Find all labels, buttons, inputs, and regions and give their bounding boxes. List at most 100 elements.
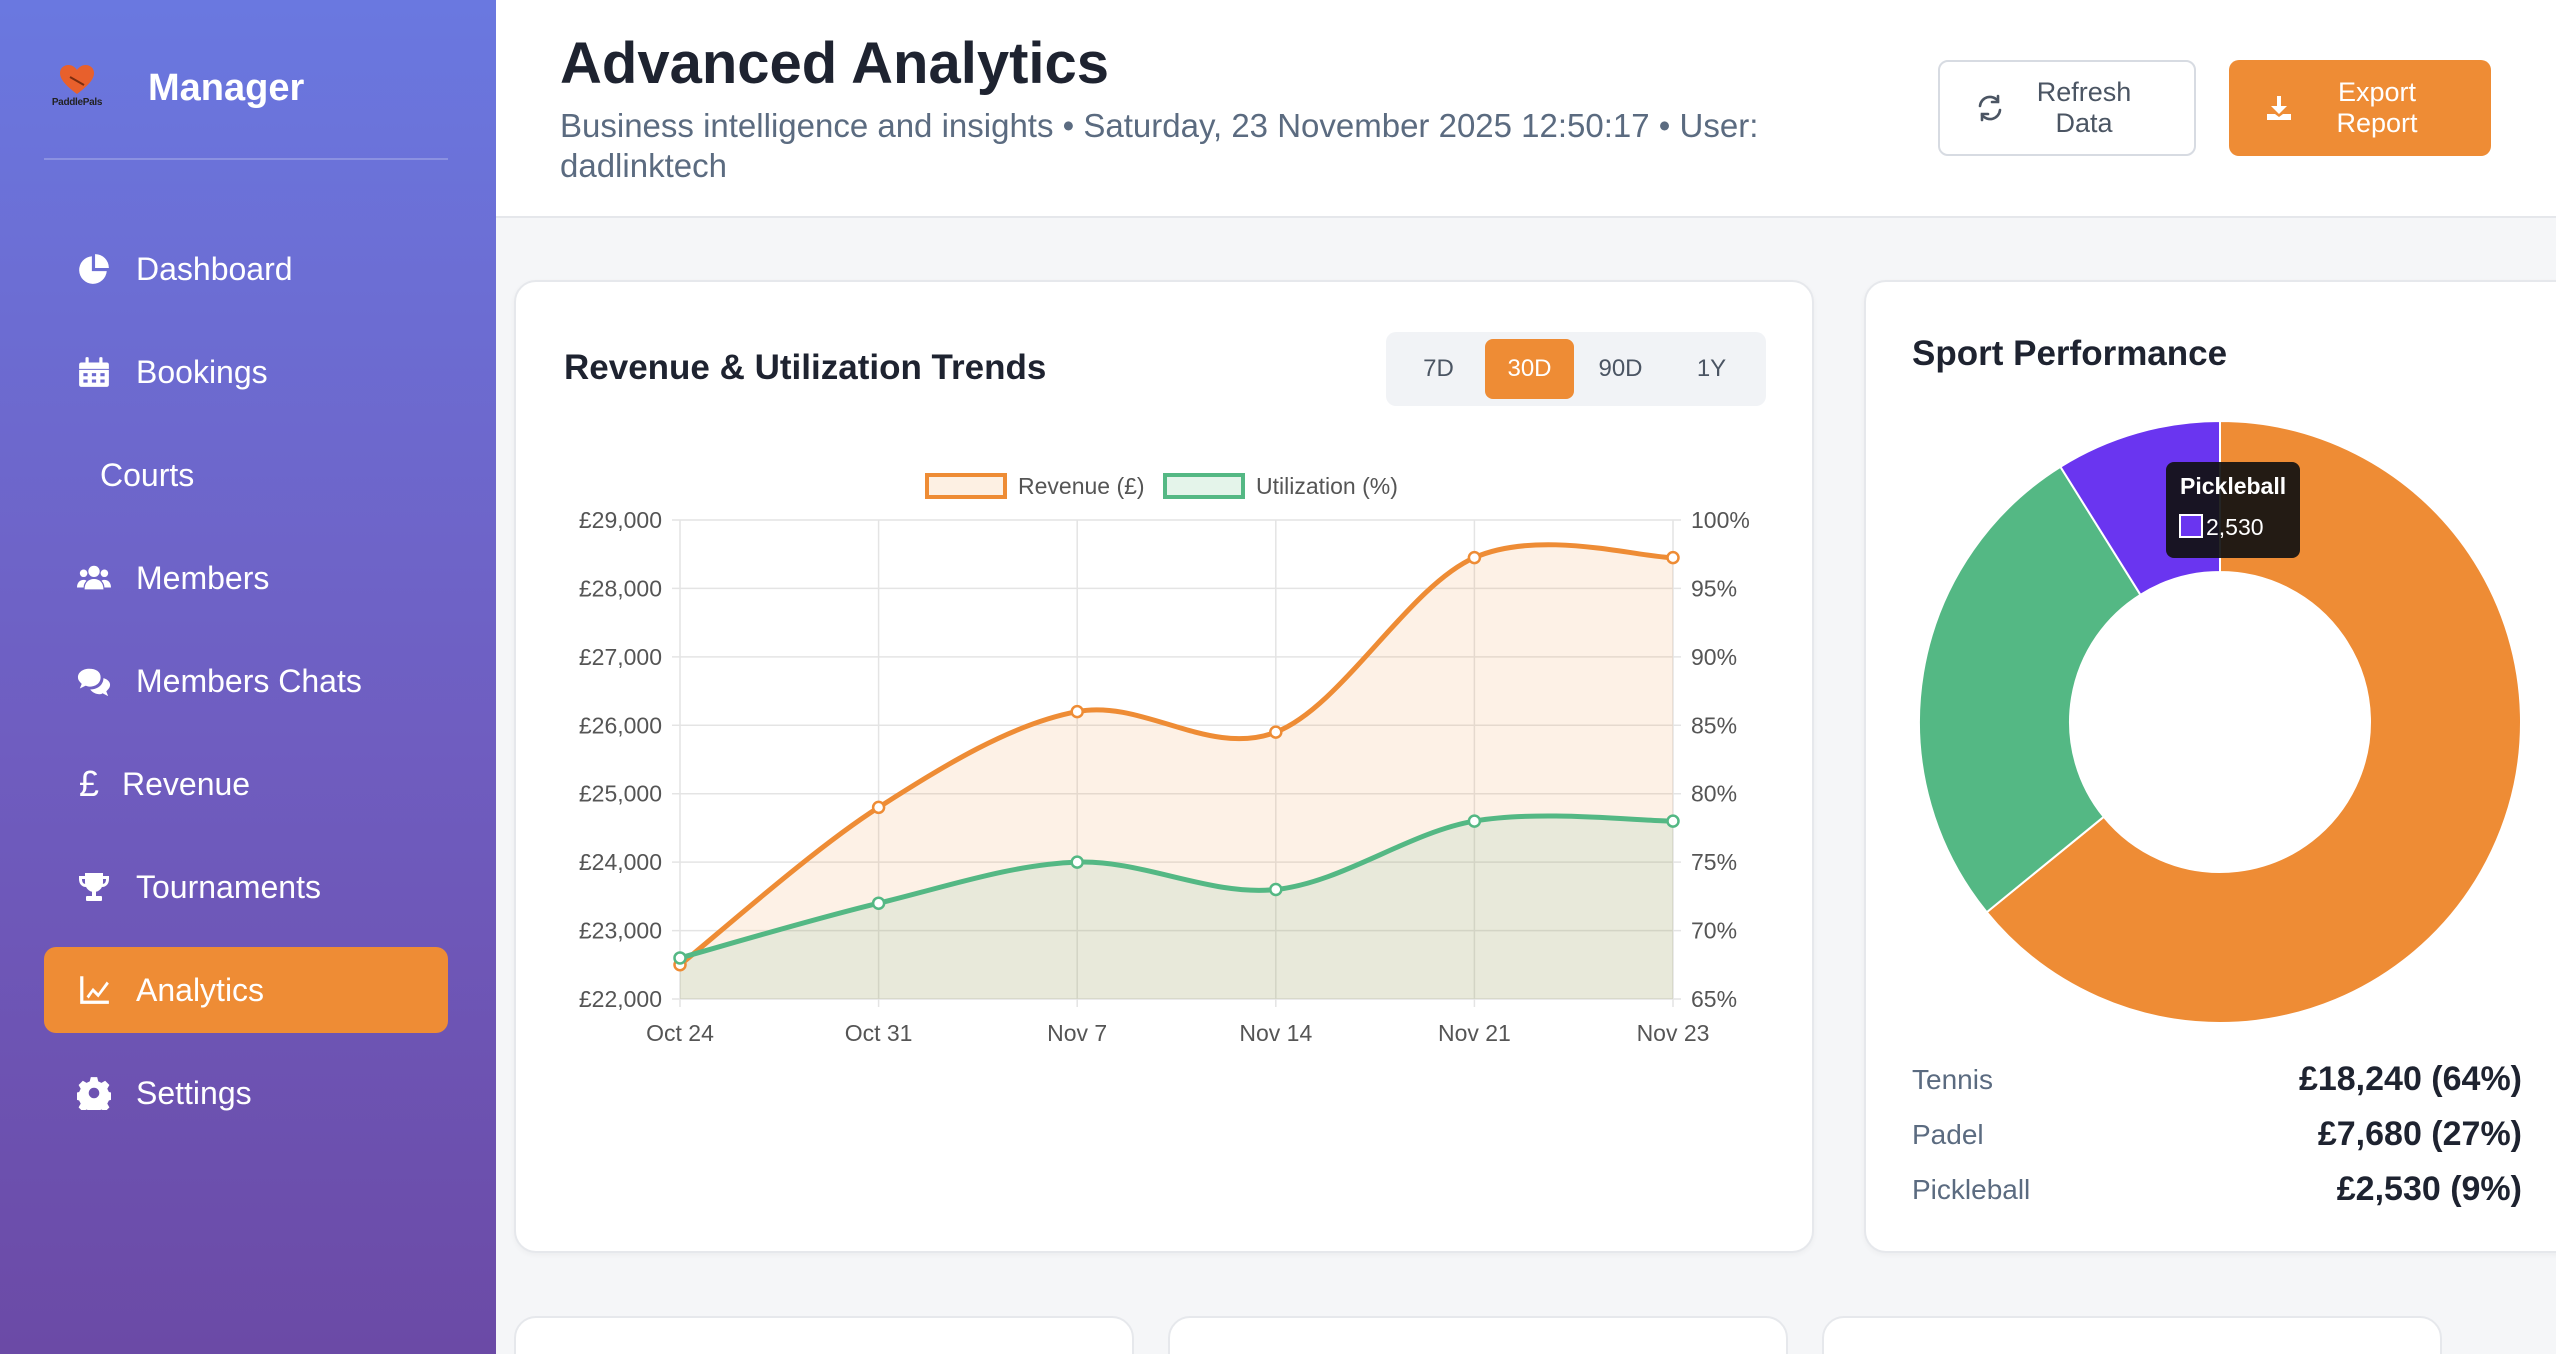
tooltip-swatch [2179,514,2203,538]
download-icon [2259,88,2299,128]
x-tick-label: Nov 7 [1047,1020,1107,1046]
revenue-utilization-chart: Revenue (£) Utilization (%) £22,000 65% £2… [579,473,1750,1046]
export-report-label: Export Report [2336,77,2418,138]
brand-name: Manager [148,66,305,109]
x-tick-label: Nov 14 [1239,1020,1312,1046]
x-tick-label: Nov 21 [1438,1020,1511,1046]
sport-stat-row: Pickleball £2,530 (9%) [1912,1162,2522,1217]
y-left-tick-label: £22,000 [579,986,662,1012]
chat-bubbles-icon [74,661,114,701]
sport-stat-row: Padel £7,680 (27%) [1912,1107,2522,1162]
sidebar-item-revenue[interactable]: £ Revenue [44,741,448,827]
sidebar-item-label: Dashboard [136,250,293,287]
sidebar-item-members-chats[interactable]: Members Chats [44,638,448,724]
sidebar-divider [44,158,448,160]
y-left-tick-label: £25,000 [579,781,662,807]
range-1y-button[interactable]: 1Y [1696,355,1727,382]
revenue-point[interactable] [871,800,886,815]
sidebar-item-tournaments[interactable]: Tournaments [44,844,448,930]
sport-stat-value: £2,530 (9%) [2336,1170,2522,1208]
sidebar-item-label: Bookings [136,353,268,390]
bottom-card-2 [1168,1316,1788,1354]
y-right-tick-label: 80% [1691,781,1737,807]
page-title: Advanced Analytics [560,31,1110,96]
utilization-point[interactable] [673,951,687,965]
trophy-icon [74,867,114,907]
sidebar-nav: Dashboard Bookings Courts Members Member… [44,226,448,1153]
revenue-point[interactable] [1070,704,1084,719]
y-left-tick-label: £27,000 [579,644,662,670]
sport-stat-value: £7,680 (27%) [2317,1115,2522,1153]
x-tick-label: Nov 23 [1637,1020,1710,1046]
refresh-data-button[interactable]: Refresh Data [1938,60,2196,156]
trends-title: Revenue & Utilization Trends [564,348,1047,387]
page-subtitle: Business intelligence and insights • Sat… [560,107,1759,184]
x-tick-label: Oct 24 [646,1020,714,1046]
time-range-selector: 7D 30D 90D 1Y [1386,332,1766,406]
refresh-data-label: Refresh Data [2036,77,2132,138]
brand[interactable]: PaddlePals Manager [44,48,304,128]
refresh-icon [1970,88,2010,128]
users-icon [74,558,114,598]
pound-icon: £ [78,763,100,804]
y-left-tick-label: £28,000 [579,575,662,601]
sidebar-item-bookings[interactable]: Bookings [44,329,448,415]
sidebar-item-label: Analytics [136,971,265,1008]
range-30d-button[interactable]: 30D [1485,339,1574,399]
sidebar-item-label: Courts [100,456,195,493]
revenue-point[interactable] [1269,725,1283,739]
revenue-point[interactable] [1467,550,1482,565]
brand-logo: PaddlePals [44,55,110,121]
sidebar-item-courts[interactable]: Courts [44,432,448,518]
legend-label-utilization: Utilization (%) [1256,473,1398,499]
sidebar-item-members[interactable]: Members [44,535,448,621]
sport-stat-row: Tennis £18,240 (64%) [1912,1052,2522,1107]
y-right-tick-label: 85% [1691,712,1737,738]
page-header: Advanced Analytics Business intelligence… [496,0,2556,218]
gear-icon [74,1073,114,1113]
y-right-tick-label: 95% [1691,575,1737,601]
sport-stat-value: £18,240 (64%) [2298,1060,2522,1098]
sidebar-item-analytics[interactable]: Analytics [44,947,448,1033]
sidebar-item-label: Tournaments [136,868,321,905]
sidebar-item-dashboard[interactable]: Dashboard [44,226,448,312]
sidebar-item-label: Revenue [122,765,251,802]
sport-stat-name: Padel [1912,1118,1984,1150]
utilization-area [680,816,1673,999]
pie-chart-icon [74,249,114,289]
utilization-point[interactable] [1666,814,1680,828]
sidebar-item-label: Members [136,559,270,596]
legend-swatch-utilization [1163,473,1245,499]
utilization-point[interactable] [1269,882,1283,897]
sport-performance-card: Sport Performance Pickleball 2,530 Tenni… [1864,280,2556,1253]
revenue-point[interactable] [1666,550,1680,565]
sidebar-item-label: Settings [136,1074,252,1111]
sport-stats-list: Tennis £18,240 (64%) Padel £7,680 (27%) … [1912,1052,2522,1217]
calendar-icon [74,352,114,392]
donut-slice-padel[interactable] [1918,465,2142,914]
y-left-tick-label: £23,000 [579,918,662,944]
bottom-card-3 [1822,1316,2442,1354]
range-7d-button[interactable]: 7D [1423,355,1454,382]
utilization-point[interactable] [1070,855,1084,869]
utilization-line [679,813,1674,961]
y-left-tick-label: £29,000 [579,507,662,533]
legend-swatch-revenue [925,473,1007,499]
utilization-point[interactable] [871,896,886,910]
donut-slice-tennis[interactable] [1985,419,2522,1024]
y-right-tick-label: 75% [1691,849,1737,875]
chart-tooltip: Pickleball 2,530 [2166,462,2300,558]
sidebar: PaddlePals Manager Dashboard Bookings Co… [0,0,496,1354]
chart-legend: Revenue (£) Utilization (%) [925,473,1398,499]
y-right-tick-label: 65% [1691,986,1737,1012]
sport-performance-chart: Pickleball 2,530 [1918,419,2522,1024]
y-right-tick-label: 90% [1691,644,1737,670]
paddle-heart-icon [60,65,94,94]
sidebar-item-settings[interactable]: Settings [44,1050,448,1136]
utilization-point[interactable] [1467,814,1482,828]
tooltip-title: Pickleball [2180,473,2286,499]
export-report-button[interactable]: Export Report [2229,60,2491,156]
y-right-tick-label: 70% [1691,918,1737,944]
logo-text: PaddlePals [51,97,103,108]
range-90d-button[interactable]: 90D [1598,355,1643,382]
